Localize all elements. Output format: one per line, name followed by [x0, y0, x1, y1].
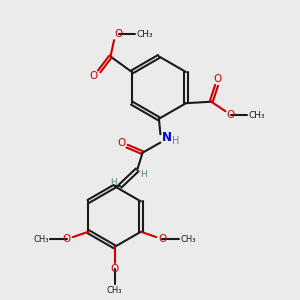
Text: CH₃: CH₃ — [33, 235, 49, 244]
Text: CH₃: CH₃ — [107, 286, 122, 295]
Text: O: O — [63, 235, 71, 244]
Text: O: O — [90, 71, 98, 81]
Text: CH₃: CH₃ — [181, 235, 196, 244]
Text: CH₃: CH₃ — [136, 30, 153, 39]
Text: O: O — [213, 74, 221, 84]
Text: O: O — [110, 264, 119, 274]
Text: N: N — [162, 131, 172, 144]
Text: H: H — [140, 169, 147, 178]
Text: O: O — [115, 29, 123, 39]
Text: O: O — [158, 235, 166, 244]
Text: H: H — [172, 136, 179, 146]
Text: O: O — [117, 138, 125, 148]
Text: CH₃: CH₃ — [248, 111, 265, 120]
Text: O: O — [227, 110, 235, 120]
Text: H: H — [110, 178, 117, 187]
